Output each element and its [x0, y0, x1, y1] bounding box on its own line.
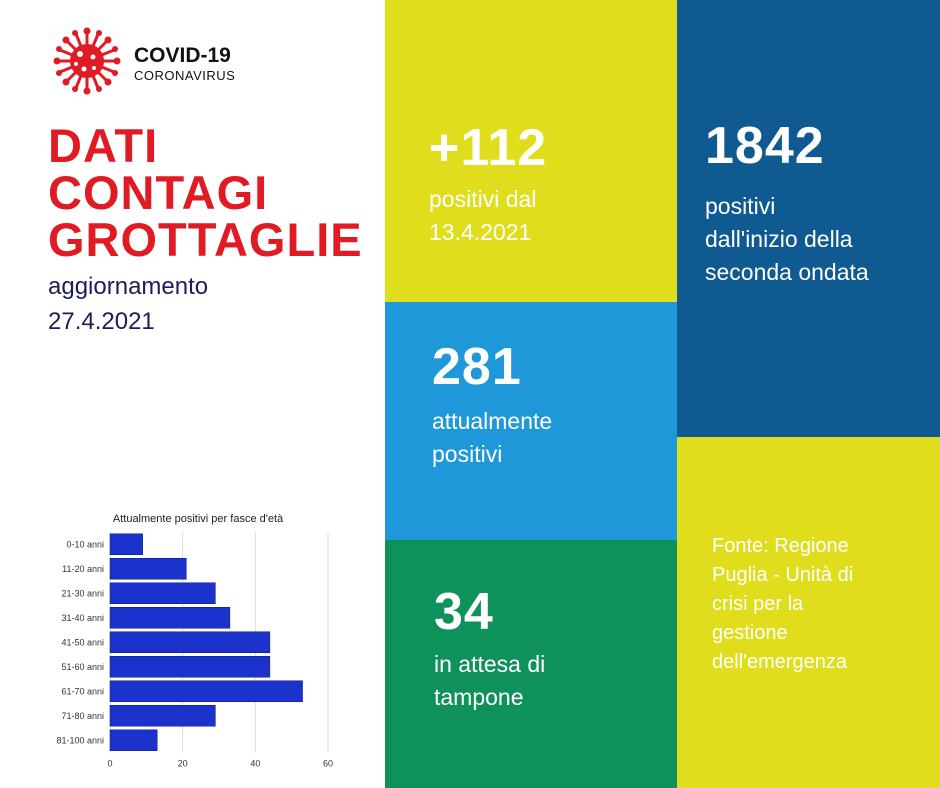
awaiting-swab-value: 34 [434, 583, 494, 641]
age-bar-chart: Attualmente positivi per fasce d'età 0-1… [56, 513, 333, 769]
title-line-2: CONTAGI [48, 166, 269, 219]
bar-71-80-anni [109, 705, 216, 727]
current-positives-desc-1: attualmente [432, 408, 553, 434]
bar-31-40-anni [109, 607, 231, 629]
current-positives-value: 281 [432, 338, 522, 396]
y-tick-label: 41-50 anni [61, 637, 104, 647]
new-positives-desc-1: positivi dal [429, 186, 537, 212]
y-tick-label: 11-20 anni [62, 564, 104, 574]
total-positives-desc-2: dall'inizio della [705, 226, 853, 252]
bar-0-10-anni [109, 533, 143, 555]
y-tick-label: 0-10 anni [66, 539, 104, 549]
current-positives-desc-2: positivi [432, 441, 503, 467]
new-positives-value: +112 [429, 119, 548, 177]
x-tick-label-40: 40 [250, 759, 260, 769]
update-date: 27.4.2021 [48, 308, 155, 335]
awaiting-swab-card: 34 in attesa di tampone [385, 540, 677, 788]
y-tick-label: 31-40 anni [61, 613, 104, 623]
brand-title: COVID-19 [134, 44, 231, 67]
bar-81-100-anni [109, 729, 158, 751]
current-positives-card: 281 attualmente positivi [385, 302, 677, 540]
source-card: Fonte: Regione Puglia - Unità di crisi p… [677, 437, 940, 788]
header-panel: COVID-19 CORONAVIRUS DATI CONTAGI GROTTA… [0, 0, 385, 788]
awaiting-swab-desc-1: in attesa di [434, 651, 546, 677]
title-line-1: DATI [48, 119, 159, 172]
y-tick-label: 81-100 anni [56, 735, 104, 745]
x-tick-label-60: 60 [323, 759, 333, 769]
total-positives-desc-1: positivi [705, 193, 776, 219]
new-positives-card: +112 positivi dal 13.4.2021 [385, 0, 677, 302]
source-line-3: crisi per la [712, 593, 804, 615]
bar-61-70-anni [109, 680, 303, 702]
y-tick-label: 51-60 anni [61, 662, 104, 672]
source-line-2: Puglia - Unità di [712, 564, 854, 586]
brand-subtitle: CORONAVIRUS [134, 68, 236, 83]
virus-icon [53, 27, 121, 95]
awaiting-swab-desc-2: tampone [434, 684, 524, 710]
total-positives-desc-3: seconda ondata [705, 259, 869, 285]
title-line-3: GROTTAGLIE [48, 213, 363, 266]
bar-21-30-anni [109, 582, 216, 604]
total-positives-value: 1842 [705, 117, 825, 175]
y-tick-label: 71-80 anni [61, 711, 104, 721]
source-line-5: dell'emergenza [712, 651, 848, 673]
chart-title: Attualmente positivi per fasce d'età [113, 513, 284, 525]
y-tick-label: 21-30 anni [61, 588, 104, 598]
y-tick-label: 61-70 anni [61, 686, 104, 696]
update-label: aggiornamento [48, 273, 209, 300]
total-positives-card: 1842 positivi dall'inizio della seconda … [677, 0, 940, 437]
source-line-1: Fonte: Regione [712, 535, 849, 557]
bar-51-60-anni [109, 656, 271, 678]
x-tick-label-0: 0 [107, 759, 112, 769]
new-positives-desc-2: 13.4.2021 [429, 219, 532, 245]
source-line-4: gestione [712, 622, 788, 644]
x-tick-label-20: 20 [178, 759, 188, 769]
bar-41-50-anni [109, 631, 271, 653]
bar-11-20-anni [109, 558, 187, 580]
